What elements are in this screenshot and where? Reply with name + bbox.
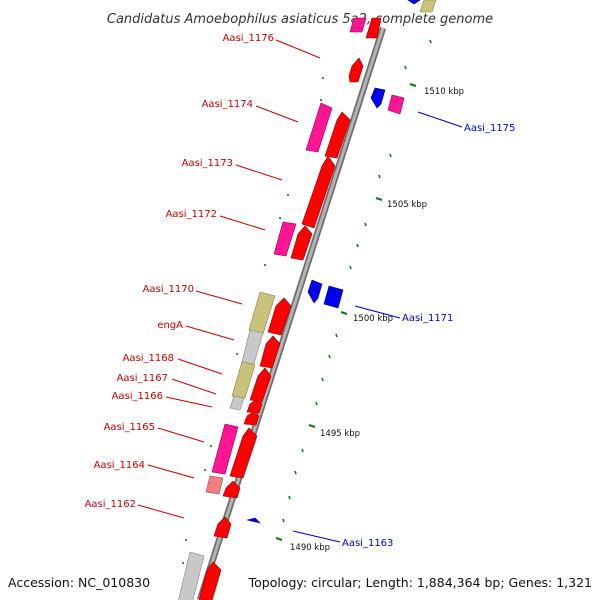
gene-label-aasi-1171[interactable]: Aasi_1171 (402, 313, 453, 324)
tick-label: 1495 kbp (320, 429, 360, 439)
gene-label-aasi-1175[interactable]: Aasi_1175 (464, 123, 515, 134)
reverse-strand-genes (176, 17, 382, 600)
genome-summary-text: Topology: circular; Length: 1,884,364 bp… (248, 575, 592, 590)
gene-arrow[interactable] (196, 561, 222, 600)
gene-label-aasi-1162[interactable]: Aasi_1162 (85, 499, 136, 510)
gene-label-aasi-1170[interactable]: Aasi_1170 (143, 284, 194, 295)
accession-text: Accession: NC_010830 (8, 575, 150, 590)
gene-label-aasi-1167[interactable]: Aasi_1167 (117, 373, 168, 384)
gene-label-aasi-1173[interactable]: Aasi_1173 (182, 158, 233, 169)
gene-arrow[interactable] (290, 225, 313, 261)
gene-arrow[interactable] (407, 0, 421, 5)
gene-label-aasi-1165[interactable]: Aasi_1165 (104, 422, 155, 433)
tick-label: 1490 kbp (290, 543, 330, 553)
gene-arrow[interactable] (222, 480, 241, 499)
genome-backbone (196, 27, 387, 600)
gene-arrow[interactable] (305, 102, 333, 153)
gene-arrow[interactable] (365, 17, 382, 39)
ruler-marks (182, 39, 432, 564)
gene-arrow[interactable] (419, 0, 437, 13)
gene-arrow[interactable] (246, 517, 261, 524)
gene-arrow[interactable] (241, 329, 264, 365)
gene-arrow[interactable] (259, 335, 281, 369)
kbp-tick-labels: 1510 kbp 1505 kbp 1500 kbp 1495 kbp 1490… (290, 87, 464, 553)
kbp-tick-marks (275, 82, 417, 542)
gene-arrow[interactable] (387, 94, 405, 115)
gene-arrow[interactable] (176, 551, 205, 600)
gene-arrow[interactable] (205, 475, 224, 495)
gene-label-leaders (137, 39, 463, 543)
gene-arrow[interactable] (211, 423, 239, 475)
gene-arrow[interactable] (324, 111, 351, 159)
gene-label-enga[interactable]: engA (157, 320, 183, 331)
gene-arrow[interactable] (249, 367, 272, 403)
gene-arrow[interactable] (229, 395, 245, 411)
gene-arrow[interactable] (348, 57, 364, 83)
gene-label-aasi-1168[interactable]: Aasi_1168 (123, 353, 174, 364)
map-title: Candidatus Amoebophilus asiaticus 5a2, c… (107, 12, 493, 27)
gene-labels: Aasi_1176 Aasi_1174 Aasi_1173 Aasi_1172 … (85, 33, 516, 549)
forward-strand-genes (246, 0, 437, 524)
gene-label-aasi-1176[interactable]: Aasi_1176 (223, 33, 274, 44)
gene-label-aasi-1163[interactable]: Aasi_1163 (342, 538, 393, 549)
tick-label: 1505 kbp (387, 200, 427, 210)
tick-label: 1510 kbp (424, 87, 464, 97)
gene-arrow[interactable] (307, 279, 323, 304)
gene-arrow[interactable] (273, 221, 297, 257)
gene-arrow[interactable] (213, 516, 232, 539)
gene-arrow[interactable] (246, 399, 263, 414)
gene-arrow[interactable] (231, 361, 256, 399)
gene-arrow[interactable] (243, 411, 260, 426)
gene-label-aasi-1172[interactable]: Aasi_1172 (166, 209, 217, 220)
gene-arrow[interactable] (370, 87, 386, 109)
tick-label: 1500 kbp (353, 314, 393, 324)
gene-arrow[interactable] (229, 427, 258, 479)
gene-label-aasi-1166[interactable]: Aasi_1166 (112, 391, 163, 402)
gene-arrow[interactable] (349, 17, 367, 33)
gene-label-aasi-1164[interactable]: Aasi_1164 (94, 460, 145, 471)
gene-label-aasi-1174[interactable]: Aasi_1174 (202, 99, 253, 110)
gene-arrow[interactable] (301, 155, 336, 229)
gene-arrow[interactable] (267, 297, 292, 336)
gene-arrow[interactable] (323, 285, 344, 309)
